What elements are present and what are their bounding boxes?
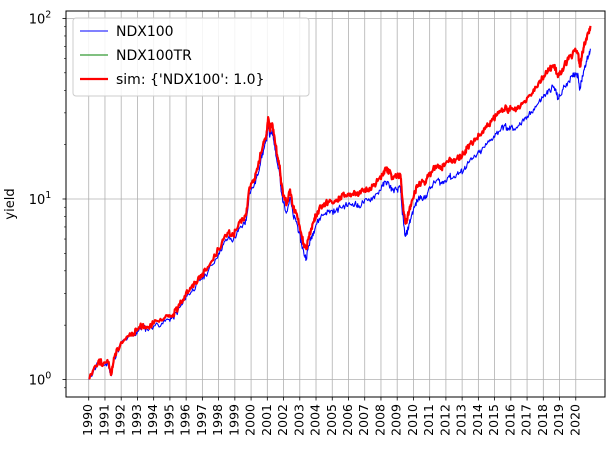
- x-tick-label: 2011: [421, 404, 436, 436]
- x-tick-label: 2004: [308, 404, 323, 436]
- x-tick-label: 2016: [502, 404, 517, 436]
- x-tick-label: 1993: [129, 404, 144, 436]
- x-tick-label: 2015: [486, 404, 501, 436]
- x-tick-label: 2005: [324, 404, 339, 436]
- y-axis: 100 101 102: [29, 9, 66, 389]
- x-tick-label: 1992: [113, 404, 128, 436]
- x-tick-label: 2013: [454, 404, 469, 436]
- x-tick-label: 2012: [437, 404, 452, 436]
- x-tick-label: 2008: [372, 404, 387, 436]
- x-tick-label: 1991: [96, 404, 111, 436]
- x-tick-label: 2007: [356, 404, 371, 436]
- x-tick-label: 2010: [405, 404, 420, 436]
- y-tick-label: 100: [29, 371, 52, 389]
- x-tick-label: 1997: [194, 404, 209, 436]
- series-line-0: [88, 48, 591, 380]
- x-tick-label: 2009: [389, 404, 404, 436]
- x-axis: 1990 1991 1992 1993 1994 1995 1996 1997 1998 1999…: [80, 397, 582, 436]
- x-tick-label: 2019: [551, 404, 566, 436]
- plot-frame: [65, 10, 606, 398]
- x-tick-label: 2000: [243, 404, 258, 436]
- x-tick-label: 1999: [226, 404, 241, 436]
- x-tick-label: 1998: [210, 404, 225, 436]
- x-tick-label: 2002: [275, 404, 290, 436]
- y-tick-label: 101: [29, 190, 52, 208]
- x-tick-label: 2014: [470, 404, 485, 436]
- y-axis-label: yield: [3, 188, 18, 219]
- series-line-2: [88, 25, 592, 380]
- y-tick-label: 102: [29, 9, 52, 27]
- x-tick-label: 2006: [340, 404, 355, 436]
- legend-label: NDX100: [116, 24, 174, 40]
- x-tick-label: 2018: [535, 404, 550, 436]
- legend-box: [72, 17, 310, 97]
- x-tick-label: 2020: [567, 404, 582, 436]
- x-tick-label: 2003: [291, 404, 306, 436]
- x-tick-label: 2017: [519, 404, 534, 436]
- x-tick-label: 1990: [80, 404, 95, 436]
- x-tick-label: 1996: [178, 404, 193, 436]
- legend-label: NDX100TR: [116, 48, 192, 64]
- x-tick-label: 1994: [145, 404, 160, 436]
- x-tick-label: 2001: [259, 404, 274, 436]
- legend-label: sim: {'NDX100': 1.0}: [116, 72, 265, 88]
- legend: NDX100 NDX100TR sim: {'NDX100': 1.0}: [72, 17, 310, 97]
- x-tick-label: 1995: [161, 404, 176, 436]
- series-group: [88, 25, 592, 380]
